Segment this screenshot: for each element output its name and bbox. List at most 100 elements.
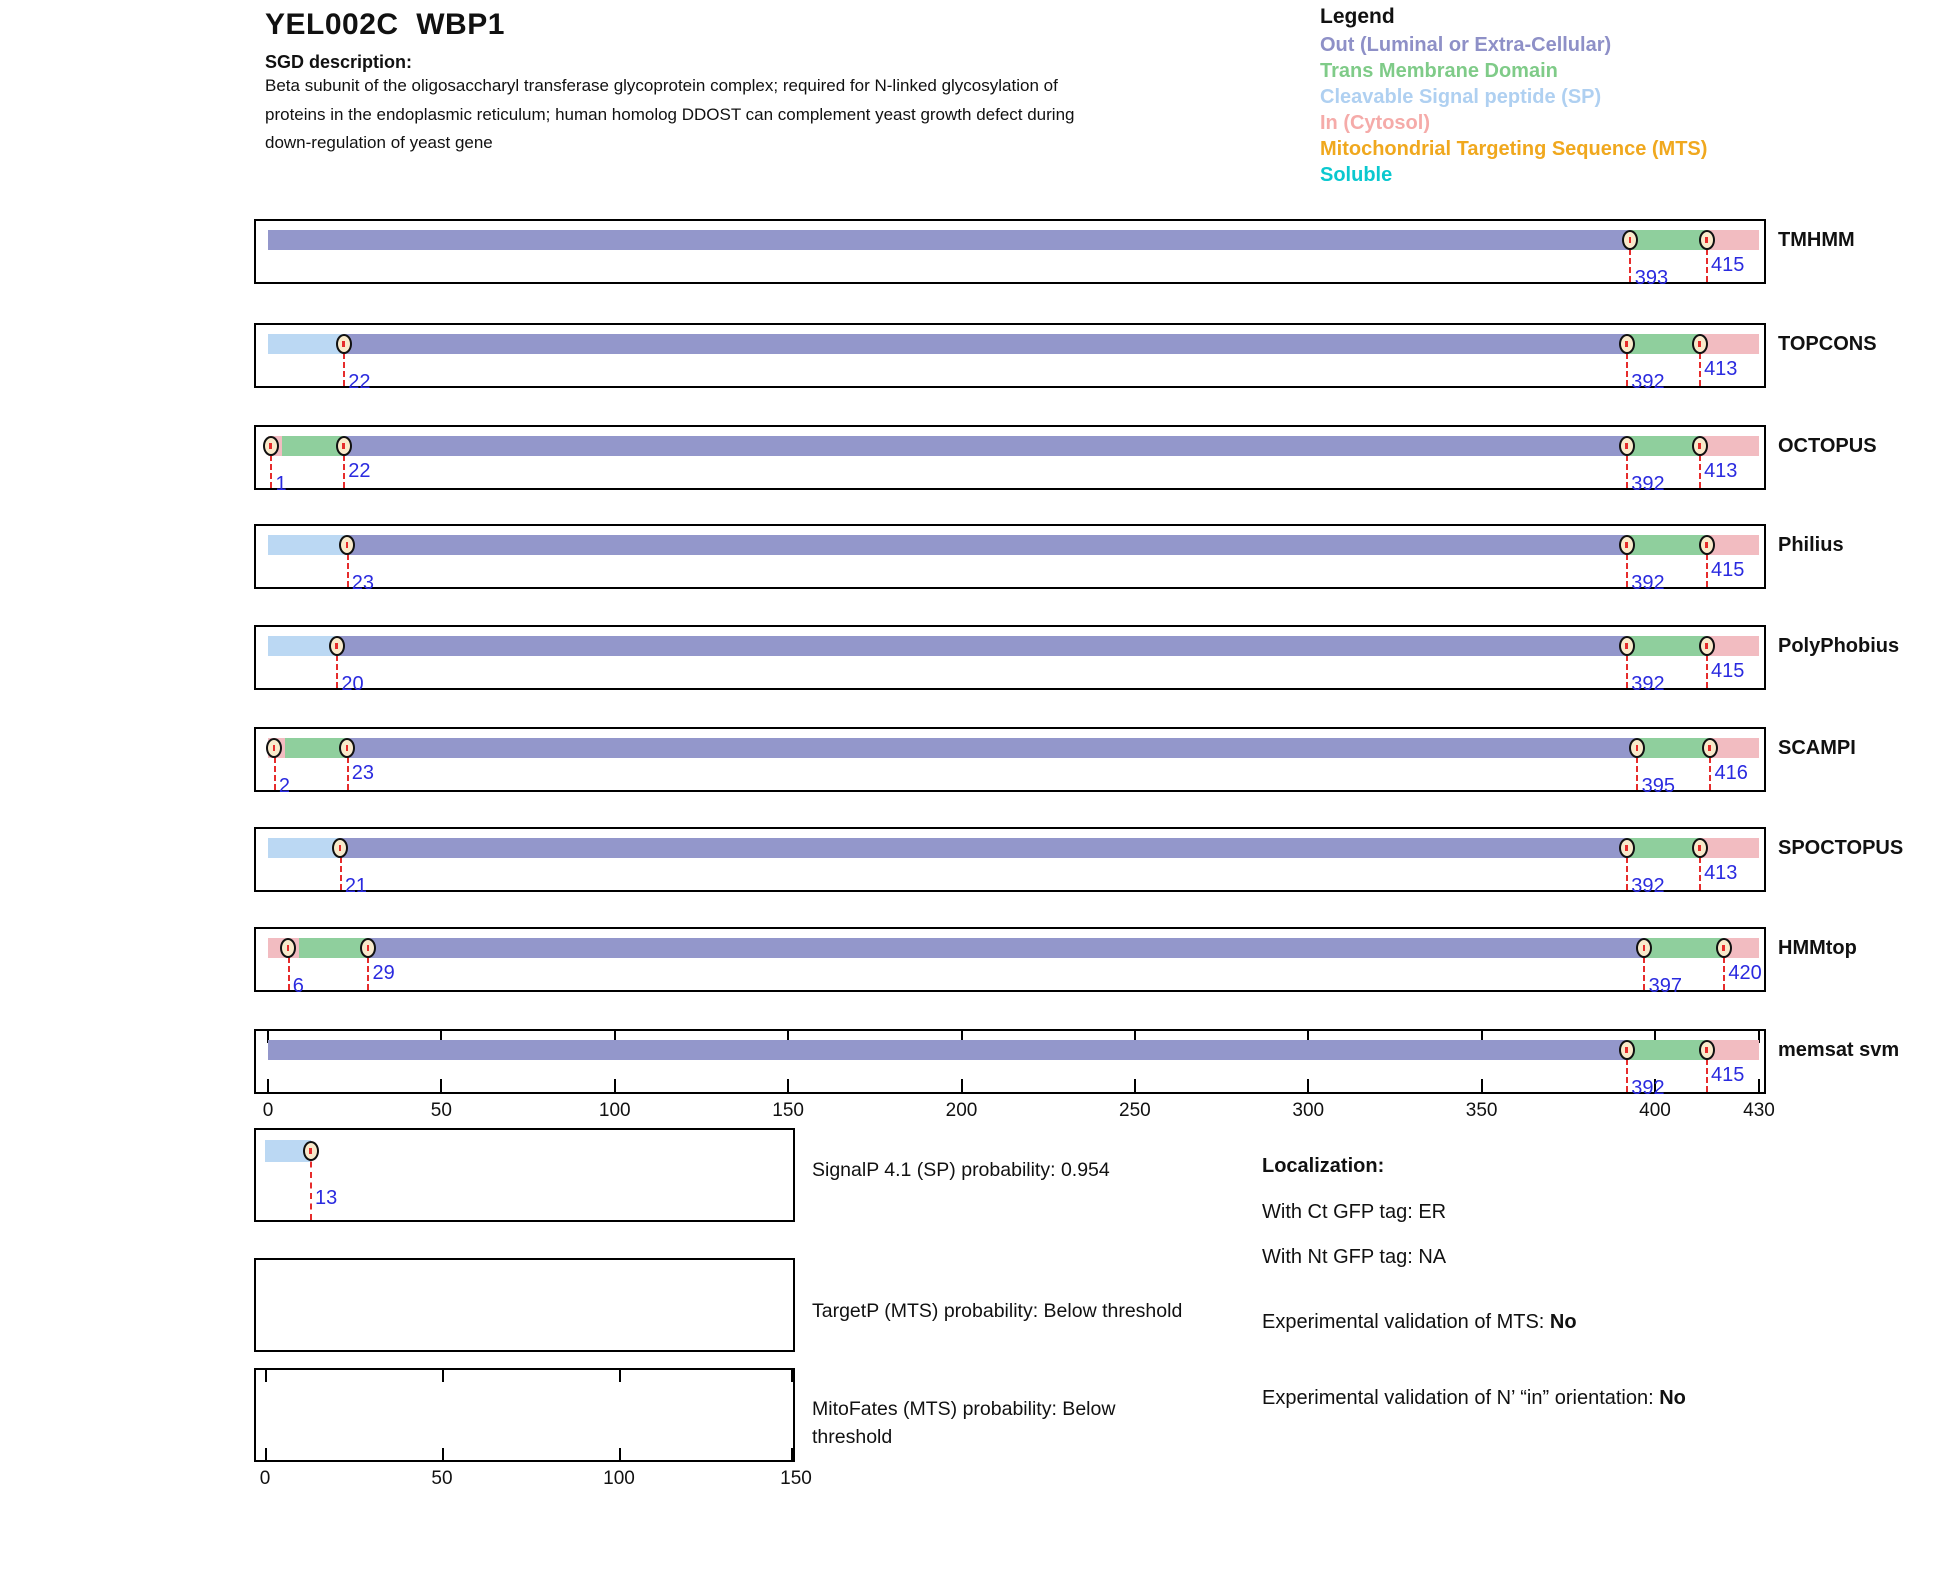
boundary-dashed-line (1723, 948, 1726, 990)
legend-item-tm: Trans Membrane Domain (1320, 60, 1558, 82)
axis-tick-top (267, 1031, 269, 1043)
boundary-dashed-line (1705, 240, 1708, 282)
boundary-number: 392 (1631, 473, 1665, 495)
boundary-dashed-line (336, 646, 339, 688)
boundary-dashed-line (1626, 446, 1628, 488)
targetp-box (254, 1258, 795, 1352)
boundary-dashed-line (287, 948, 290, 990)
axis-tick-bottom (440, 1079, 443, 1092)
boundary-dashed-line (367, 948, 370, 990)
boundary-marker-circle (335, 435, 352, 456)
axis-tick-bottom (1307, 1079, 1310, 1092)
boundary-number: 2 (278, 775, 291, 797)
boundary-number: 21 (344, 875, 368, 897)
axis-tick-bottom (267, 1079, 269, 1092)
small-axis-tick-label: 0 (259, 1468, 271, 1489)
main-axis-tick-label: 250 (1119, 1100, 1151, 1121)
boundary-dashed-line (1629, 240, 1632, 282)
axis-tick-top (787, 1031, 790, 1043)
segment-tm (1627, 436, 1701, 456)
track-box-tmhmm: 393 415 (254, 219, 1766, 289)
main-axis-tick-label: 0 (262, 1100, 274, 1121)
boundary-number: 395 (1641, 775, 1676, 797)
segment-tm (1627, 838, 1701, 858)
boundary-marker-circle (1698, 1039, 1715, 1060)
segment-out (337, 636, 1628, 656)
track-box-spoctopus: 21 392 413 (254, 827, 1766, 897)
boundary-dashed-line (273, 748, 276, 790)
marker-inner-dash (286, 944, 290, 951)
boundary-number: 22 (348, 371, 371, 393)
marker-inner-dash (1625, 340, 1628, 347)
boundary-dashed-line (1705, 646, 1708, 688)
boundary-number: 29 (372, 962, 395, 984)
boundary-number: 415 (1711, 559, 1745, 581)
boundary-dashed-line (346, 545, 349, 587)
boundary-number: 397 (1648, 975, 1682, 997)
segment-in (1707, 230, 1759, 250)
boundary-marker-circle (332, 837, 349, 858)
boundary-marker-circle (1618, 837, 1635, 858)
marker-inner-dash (272, 744, 276, 751)
track-label-polyphobius: PolyPhobius (1778, 635, 1900, 657)
localization-ct-line: With Ct GFP tag: ER (1262, 1201, 1447, 1223)
segment-in (1700, 436, 1759, 456)
boundary-dashed-line (1626, 646, 1628, 688)
axis-tick-top (440, 1031, 443, 1043)
axis-tick-bottom (619, 1448, 621, 1460)
track-label-scampi: SCAMPI (1778, 737, 1856, 759)
marker-inner-dash (1635, 744, 1639, 751)
boundary-marker-circle (1636, 937, 1653, 958)
boundary-number: 413 (1704, 460, 1738, 482)
axis-tick-bottom (1480, 1079, 1483, 1092)
marker-inner-dash (1705, 642, 1708, 649)
small-axis-tick-label: 50 (431, 1468, 453, 1489)
boundary-marker-circle (339, 737, 356, 758)
localization-title: Localization: (1262, 1155, 1385, 1177)
signalp-box: 13 (254, 1128, 795, 1222)
track-label-memsat-svm: memsat svm (1778, 1039, 1900, 1061)
boundary-marker-circle (1618, 1039, 1635, 1060)
mts-validation-value: No (1549, 1311, 1577, 1333)
marker-inner-dash (338, 844, 342, 851)
marker-inner-dash (345, 541, 349, 548)
boundary-dashed-line (1698, 446, 1701, 488)
segment-out (347, 738, 1638, 758)
axis-tick-top (265, 1370, 267, 1382)
legend-title: Legend (1320, 5, 1395, 28)
boundary-number: 20 (341, 673, 364, 695)
track-box-octopus: 1 22 392 413 (254, 425, 1766, 495)
boundary-marker-circle (280, 937, 297, 958)
main-axis-tick-label: 50 (430, 1100, 452, 1121)
marker-inner-dash (342, 442, 345, 449)
boundary-marker-circle (302, 1140, 319, 1161)
segment-tm (1637, 738, 1711, 758)
axis-tick-bottom (787, 1079, 790, 1092)
boundary-marker-circle (1698, 635, 1715, 656)
marker-inner-dash (309, 1147, 312, 1154)
segment-tm (281, 436, 345, 456)
main-axis-tick-label: 350 (1465, 1100, 1498, 1121)
marker-inner-dash (1722, 944, 1725, 951)
orientation-validation-line: Experimental validation of N’ “in” orien… (1262, 1386, 1686, 1410)
boundary-number: 392 (1631, 875, 1665, 897)
track-label-tmhmm: TMHMM (1778, 229, 1855, 251)
segment-in (1700, 334, 1759, 354)
mitofates-probability-text: MitoFates (MTS) probability: Below thres… (812, 1398, 1116, 1448)
track-box-philius: 23 392 415 (254, 524, 1766, 594)
segment-sp (268, 636, 338, 656)
boundary-dashed-line (1626, 545, 1628, 587)
axis-tick-bottom (613, 1079, 616, 1092)
boundary-dashed-line (1626, 1050, 1628, 1092)
sgd-description-text: Beta subunit of the oligosaccharyl trans… (265, 76, 1075, 152)
axis-tick-top (960, 1031, 963, 1043)
legend-item-out: Out (Luminal or Extra-Cellular) (1320, 34, 1612, 56)
boundary-number: 415 (1711, 660, 1745, 682)
track-box-memsat-svm: 392 415 (254, 1029, 1766, 1099)
axis-tick-top (1307, 1031, 1310, 1043)
orientation-validation-value: No (1659, 1387, 1686, 1409)
legend-item-in: In (Cytosol) (1320, 112, 1430, 134)
track-label-octopus: OCTOPUS (1778, 435, 1877, 457)
legend-item-soluble: Soluble (1320, 164, 1393, 186)
